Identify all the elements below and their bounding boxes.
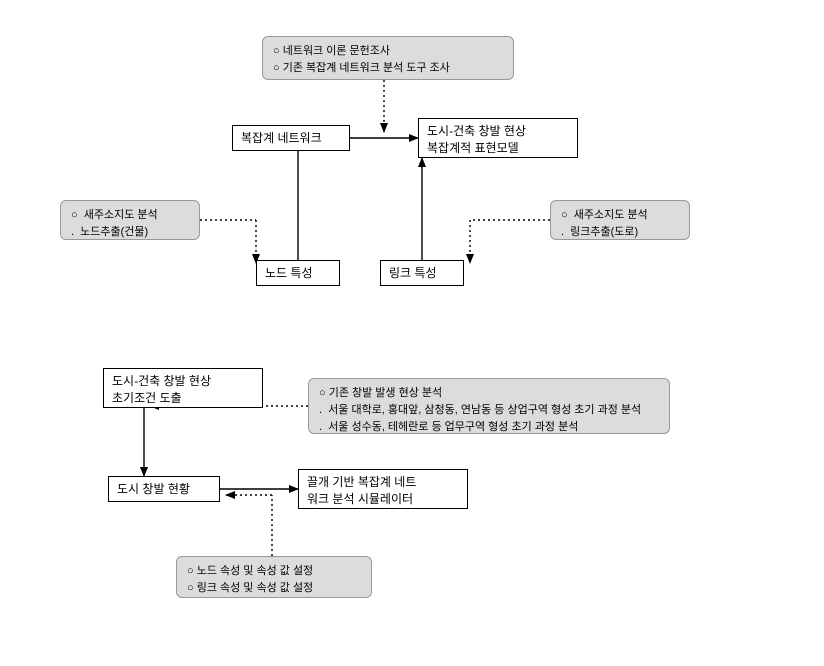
- n_left_mid: ○ 새주소지도 분석 . 노드추출(건물): [60, 200, 200, 240]
- n_mid_right: ○ 기존 창발 발생 현상 분석 . 서울 대학로, 홍대앞, 삼청동, 연남동…: [308, 378, 670, 434]
- diagram-canvas: 복잡계 네트워크 도시-건축 창발 현상 복잡계적 표현모델노드 특성 링크 특성도…: [0, 0, 824, 666]
- b_simulator: 끌개 기반 복잡계 네트 워크 분석 시뮬레이터: [298, 469, 468, 509]
- n_top: ○ 네트워크 이론 문헌조사 ○ 기존 복잡계 네트워크 분석 도구 조사: [262, 36, 514, 80]
- b_node_char: 노드 특성: [256, 260, 340, 286]
- arrows-layer: [0, 0, 824, 666]
- b_init_cond: 도시-건축 창발 현상 초기조건 도출: [103, 368, 263, 408]
- b_link_char: 링크 특성: [380, 260, 464, 286]
- b_urban_model: 도시-건축 창발 현상 복잡계적 표현모델: [418, 118, 578, 158]
- n_bottom: ○ 노드 속성 및 속성 값 설정 ○ 링크 속성 및 속성 값 설정: [176, 556, 372, 598]
- n_right_mid: ○ 새주소지도 분석 . 링크추출(도로): [550, 200, 690, 240]
- b_complex_net: 복잡계 네트워크: [232, 125, 350, 151]
- b_urban_status: 도시 창발 현황: [108, 476, 220, 502]
